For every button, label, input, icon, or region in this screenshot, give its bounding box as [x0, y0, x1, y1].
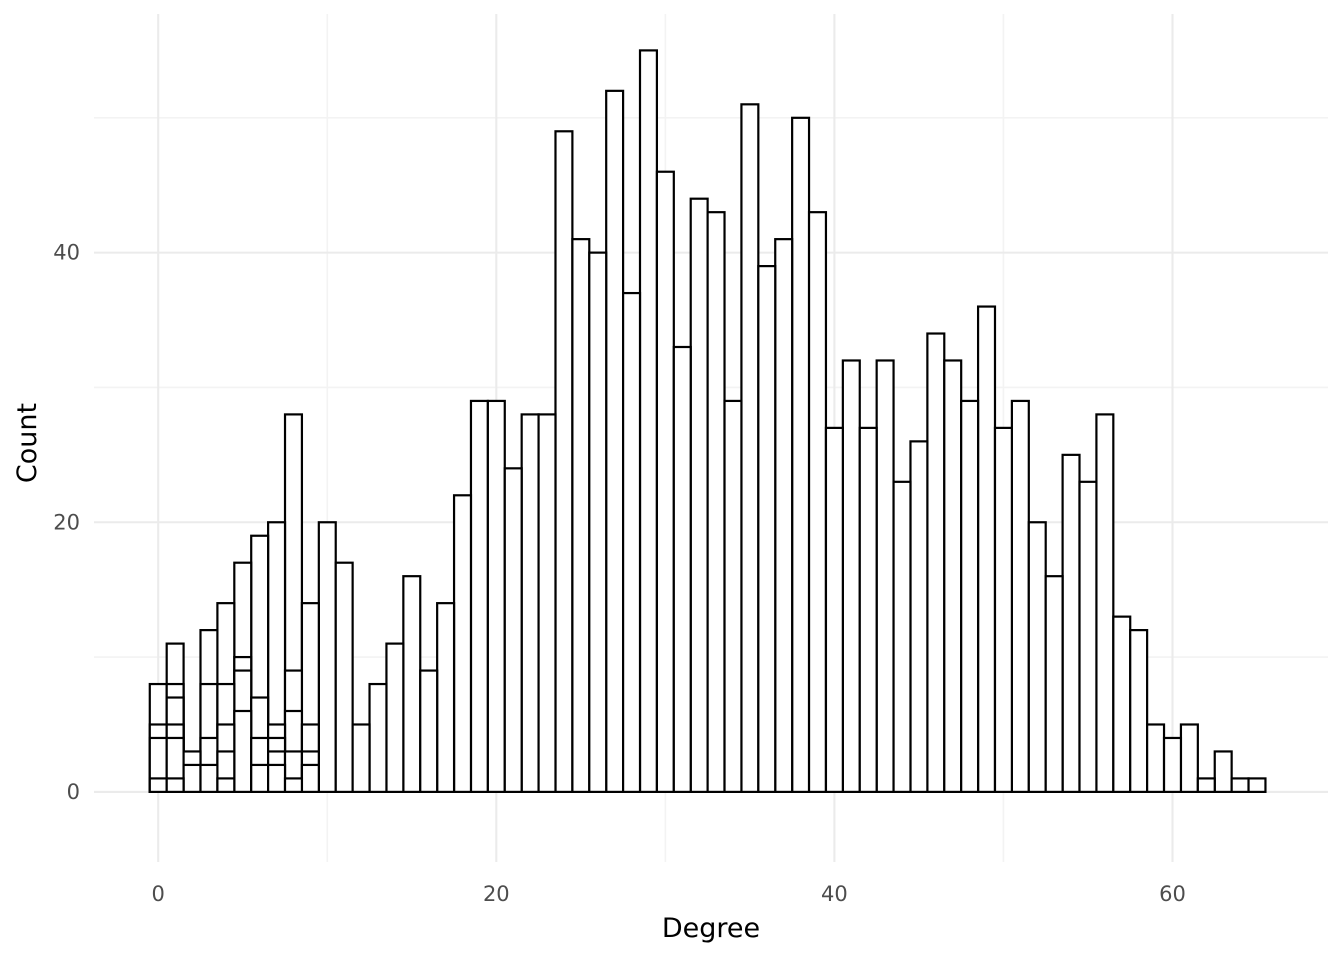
histogram-bar [757, 265, 777, 793]
histogram-bar [858, 426, 878, 793]
histogram-bar [740, 103, 760, 793]
histogram-bar [807, 211, 828, 793]
histogram-bar [943, 359, 963, 793]
histogram-bar [1196, 777, 1216, 793]
histogram-bar [723, 399, 743, 793]
histogram-bar [1162, 736, 1183, 793]
histogram-bar [216, 777, 236, 793]
histogram-bar [993, 426, 1013, 793]
histogram-bar [909, 440, 929, 793]
histogram-bar [926, 332, 946, 793]
histogram-bar [385, 642, 405, 793]
histogram-bar [1230, 777, 1250, 793]
histogram-bar [892, 480, 912, 793]
histogram-bar [841, 359, 861, 793]
histogram-bar [351, 723, 371, 793]
x-tick-label: 60 [1159, 882, 1186, 906]
histogram-bar [791, 116, 811, 793]
histogram-bar [1095, 413, 1115, 793]
histogram-bar [554, 130, 574, 793]
histogram-bar [368, 682, 388, 793]
histogram-bar [165, 777, 185, 793]
histogram-bar [706, 211, 726, 793]
histogram-bar [503, 467, 523, 793]
histogram-bar [300, 763, 320, 793]
bars [148, 49, 1267, 793]
histogram-bar [402, 575, 422, 793]
histogram-bar [824, 426, 844, 793]
x-tick-label: 20 [483, 882, 510, 906]
y-tick-label: 20 [53, 510, 80, 534]
histogram-bar [1179, 723, 1199, 793]
histogram-bar [1044, 575, 1064, 793]
histogram-bar [537, 413, 557, 793]
histogram-bar [1146, 723, 1166, 793]
histogram-bar [250, 763, 270, 793]
histogram-bar [486, 399, 506, 793]
x-tick-label: 40 [821, 882, 848, 906]
histogram-bar [1061, 453, 1081, 793]
histogram-bar [317, 521, 337, 793]
histogram-bar [148, 777, 168, 793]
histogram-bar [520, 413, 540, 793]
histogram-bar [1010, 399, 1030, 793]
histogram-bar [672, 345, 692, 793]
y-tick-label: 0 [67, 780, 80, 804]
histogram-bar [233, 709, 253, 793]
histogram-bar [875, 359, 895, 793]
histogram-bar [1247, 777, 1267, 793]
histogram-bar [182, 763, 202, 793]
histogram-bar [1027, 521, 1047, 793]
histogram-bar [960, 399, 980, 793]
histogram-bar [283, 777, 304, 793]
histogram-bar [588, 251, 608, 793]
histogram-bar [621, 291, 642, 793]
y-tick-label: 40 [53, 241, 80, 265]
histogram-bar [638, 49, 659, 793]
histogram-bar [571, 238, 591, 793]
histogram-bar [469, 399, 489, 793]
histogram-bar [436, 602, 456, 793]
histogram-bar [1078, 480, 1098, 793]
histogram-bar [605, 89, 625, 793]
histogram-bar [452, 494, 473, 793]
x-axis-title: Degree [662, 913, 760, 944]
histogram-bar [655, 170, 675, 793]
histogram-bar [1129, 629, 1149, 793]
histogram-bar [976, 305, 997, 793]
histogram-bar [689, 197, 709, 793]
histogram-bar [419, 669, 439, 793]
tick-labels: 0 20 40 60 0 20 40 [53, 241, 1186, 906]
histogram-bar [1112, 615, 1132, 793]
histogram-bar [334, 561, 354, 793]
histogram-bar [1213, 750, 1233, 793]
y-axis-title: Count [12, 403, 43, 483]
x-tick-label: 0 [152, 882, 165, 906]
histogram-bar [199, 763, 219, 793]
histogram-bar [774, 238, 794, 793]
histogram-bar [267, 763, 287, 793]
